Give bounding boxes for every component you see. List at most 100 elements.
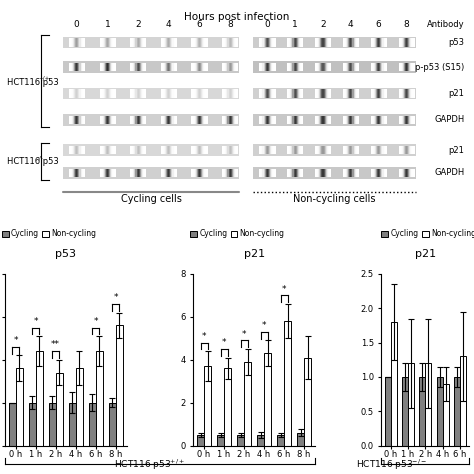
Bar bbox=[354, 63, 355, 71]
Bar bbox=[348, 146, 350, 155]
Bar bbox=[253, 88, 416, 100]
Bar bbox=[377, 146, 379, 155]
Bar bbox=[224, 368, 231, 446]
Bar bbox=[297, 146, 298, 155]
Bar bbox=[235, 63, 236, 71]
Bar bbox=[318, 169, 319, 177]
Bar bbox=[141, 63, 142, 71]
Text: Antibody: Antibody bbox=[427, 20, 465, 29]
Bar bbox=[401, 38, 402, 47]
Bar bbox=[131, 146, 133, 155]
Bar bbox=[223, 63, 225, 71]
Bar bbox=[173, 63, 175, 71]
Bar bbox=[163, 146, 164, 155]
Bar bbox=[406, 116, 408, 124]
Bar bbox=[330, 146, 331, 155]
Bar bbox=[408, 38, 410, 47]
Bar bbox=[299, 146, 300, 155]
Bar bbox=[113, 116, 115, 124]
Bar bbox=[302, 146, 303, 155]
Bar bbox=[324, 89, 325, 98]
Bar bbox=[406, 89, 408, 98]
Bar bbox=[140, 116, 141, 124]
Bar bbox=[371, 116, 372, 124]
Bar bbox=[72, 38, 73, 47]
Bar bbox=[253, 114, 416, 126]
Bar bbox=[108, 63, 109, 71]
Bar bbox=[320, 38, 322, 47]
Bar bbox=[173, 38, 175, 47]
Bar bbox=[63, 36, 239, 48]
Bar bbox=[272, 63, 273, 71]
Bar bbox=[268, 169, 269, 177]
Bar bbox=[272, 116, 273, 124]
Bar bbox=[274, 169, 275, 177]
Bar bbox=[301, 89, 302, 98]
Bar bbox=[271, 63, 273, 71]
Bar bbox=[382, 63, 383, 71]
Bar bbox=[140, 63, 141, 71]
Bar bbox=[321, 116, 323, 124]
Bar bbox=[173, 146, 175, 155]
Bar bbox=[105, 89, 106, 98]
Bar bbox=[105, 146, 106, 155]
Bar bbox=[131, 116, 133, 124]
Bar bbox=[63, 167, 239, 179]
Bar bbox=[229, 38, 231, 47]
Bar bbox=[268, 89, 269, 98]
Bar bbox=[295, 116, 296, 124]
Bar bbox=[260, 63, 262, 71]
Bar bbox=[201, 38, 202, 47]
Bar bbox=[114, 89, 116, 98]
Bar bbox=[386, 169, 387, 177]
Bar bbox=[140, 169, 141, 177]
Bar bbox=[202, 146, 203, 155]
Bar bbox=[76, 169, 78, 177]
Bar bbox=[232, 38, 233, 47]
Bar bbox=[231, 169, 232, 177]
Bar bbox=[350, 146, 352, 155]
Bar bbox=[173, 116, 175, 124]
Bar bbox=[70, 89, 71, 98]
Bar bbox=[234, 169, 235, 177]
Bar bbox=[228, 146, 230, 155]
Bar bbox=[169, 146, 171, 155]
Text: Cycling cells: Cycling cells bbox=[120, 194, 182, 204]
Bar bbox=[136, 116, 137, 124]
Bar bbox=[224, 38, 226, 47]
Bar bbox=[348, 89, 350, 98]
Bar bbox=[204, 366, 211, 446]
Bar bbox=[401, 89, 402, 98]
Bar bbox=[384, 146, 386, 155]
Bar bbox=[224, 116, 226, 124]
Bar bbox=[136, 169, 137, 177]
Bar bbox=[253, 36, 416, 48]
Bar bbox=[402, 38, 403, 47]
Bar bbox=[376, 89, 377, 98]
Bar bbox=[401, 169, 402, 177]
Bar bbox=[137, 63, 139, 71]
Bar bbox=[260, 169, 262, 177]
Bar bbox=[237, 38, 238, 47]
Bar bbox=[82, 116, 84, 124]
Bar bbox=[192, 89, 194, 98]
Bar bbox=[228, 169, 229, 177]
Bar bbox=[165, 116, 166, 124]
Bar bbox=[354, 169, 355, 177]
Bar bbox=[163, 169, 164, 177]
Bar bbox=[132, 38, 134, 47]
Bar bbox=[376, 116, 377, 124]
Bar bbox=[262, 89, 263, 98]
Bar bbox=[386, 116, 387, 124]
Bar bbox=[264, 169, 265, 177]
Bar bbox=[100, 63, 102, 71]
Bar bbox=[108, 146, 109, 155]
Bar bbox=[273, 89, 274, 98]
Bar bbox=[409, 116, 410, 124]
Bar bbox=[327, 63, 328, 71]
Bar bbox=[116, 326, 123, 446]
Bar bbox=[265, 146, 267, 155]
Bar bbox=[80, 89, 81, 98]
Bar bbox=[346, 63, 347, 71]
Bar bbox=[107, 89, 109, 98]
